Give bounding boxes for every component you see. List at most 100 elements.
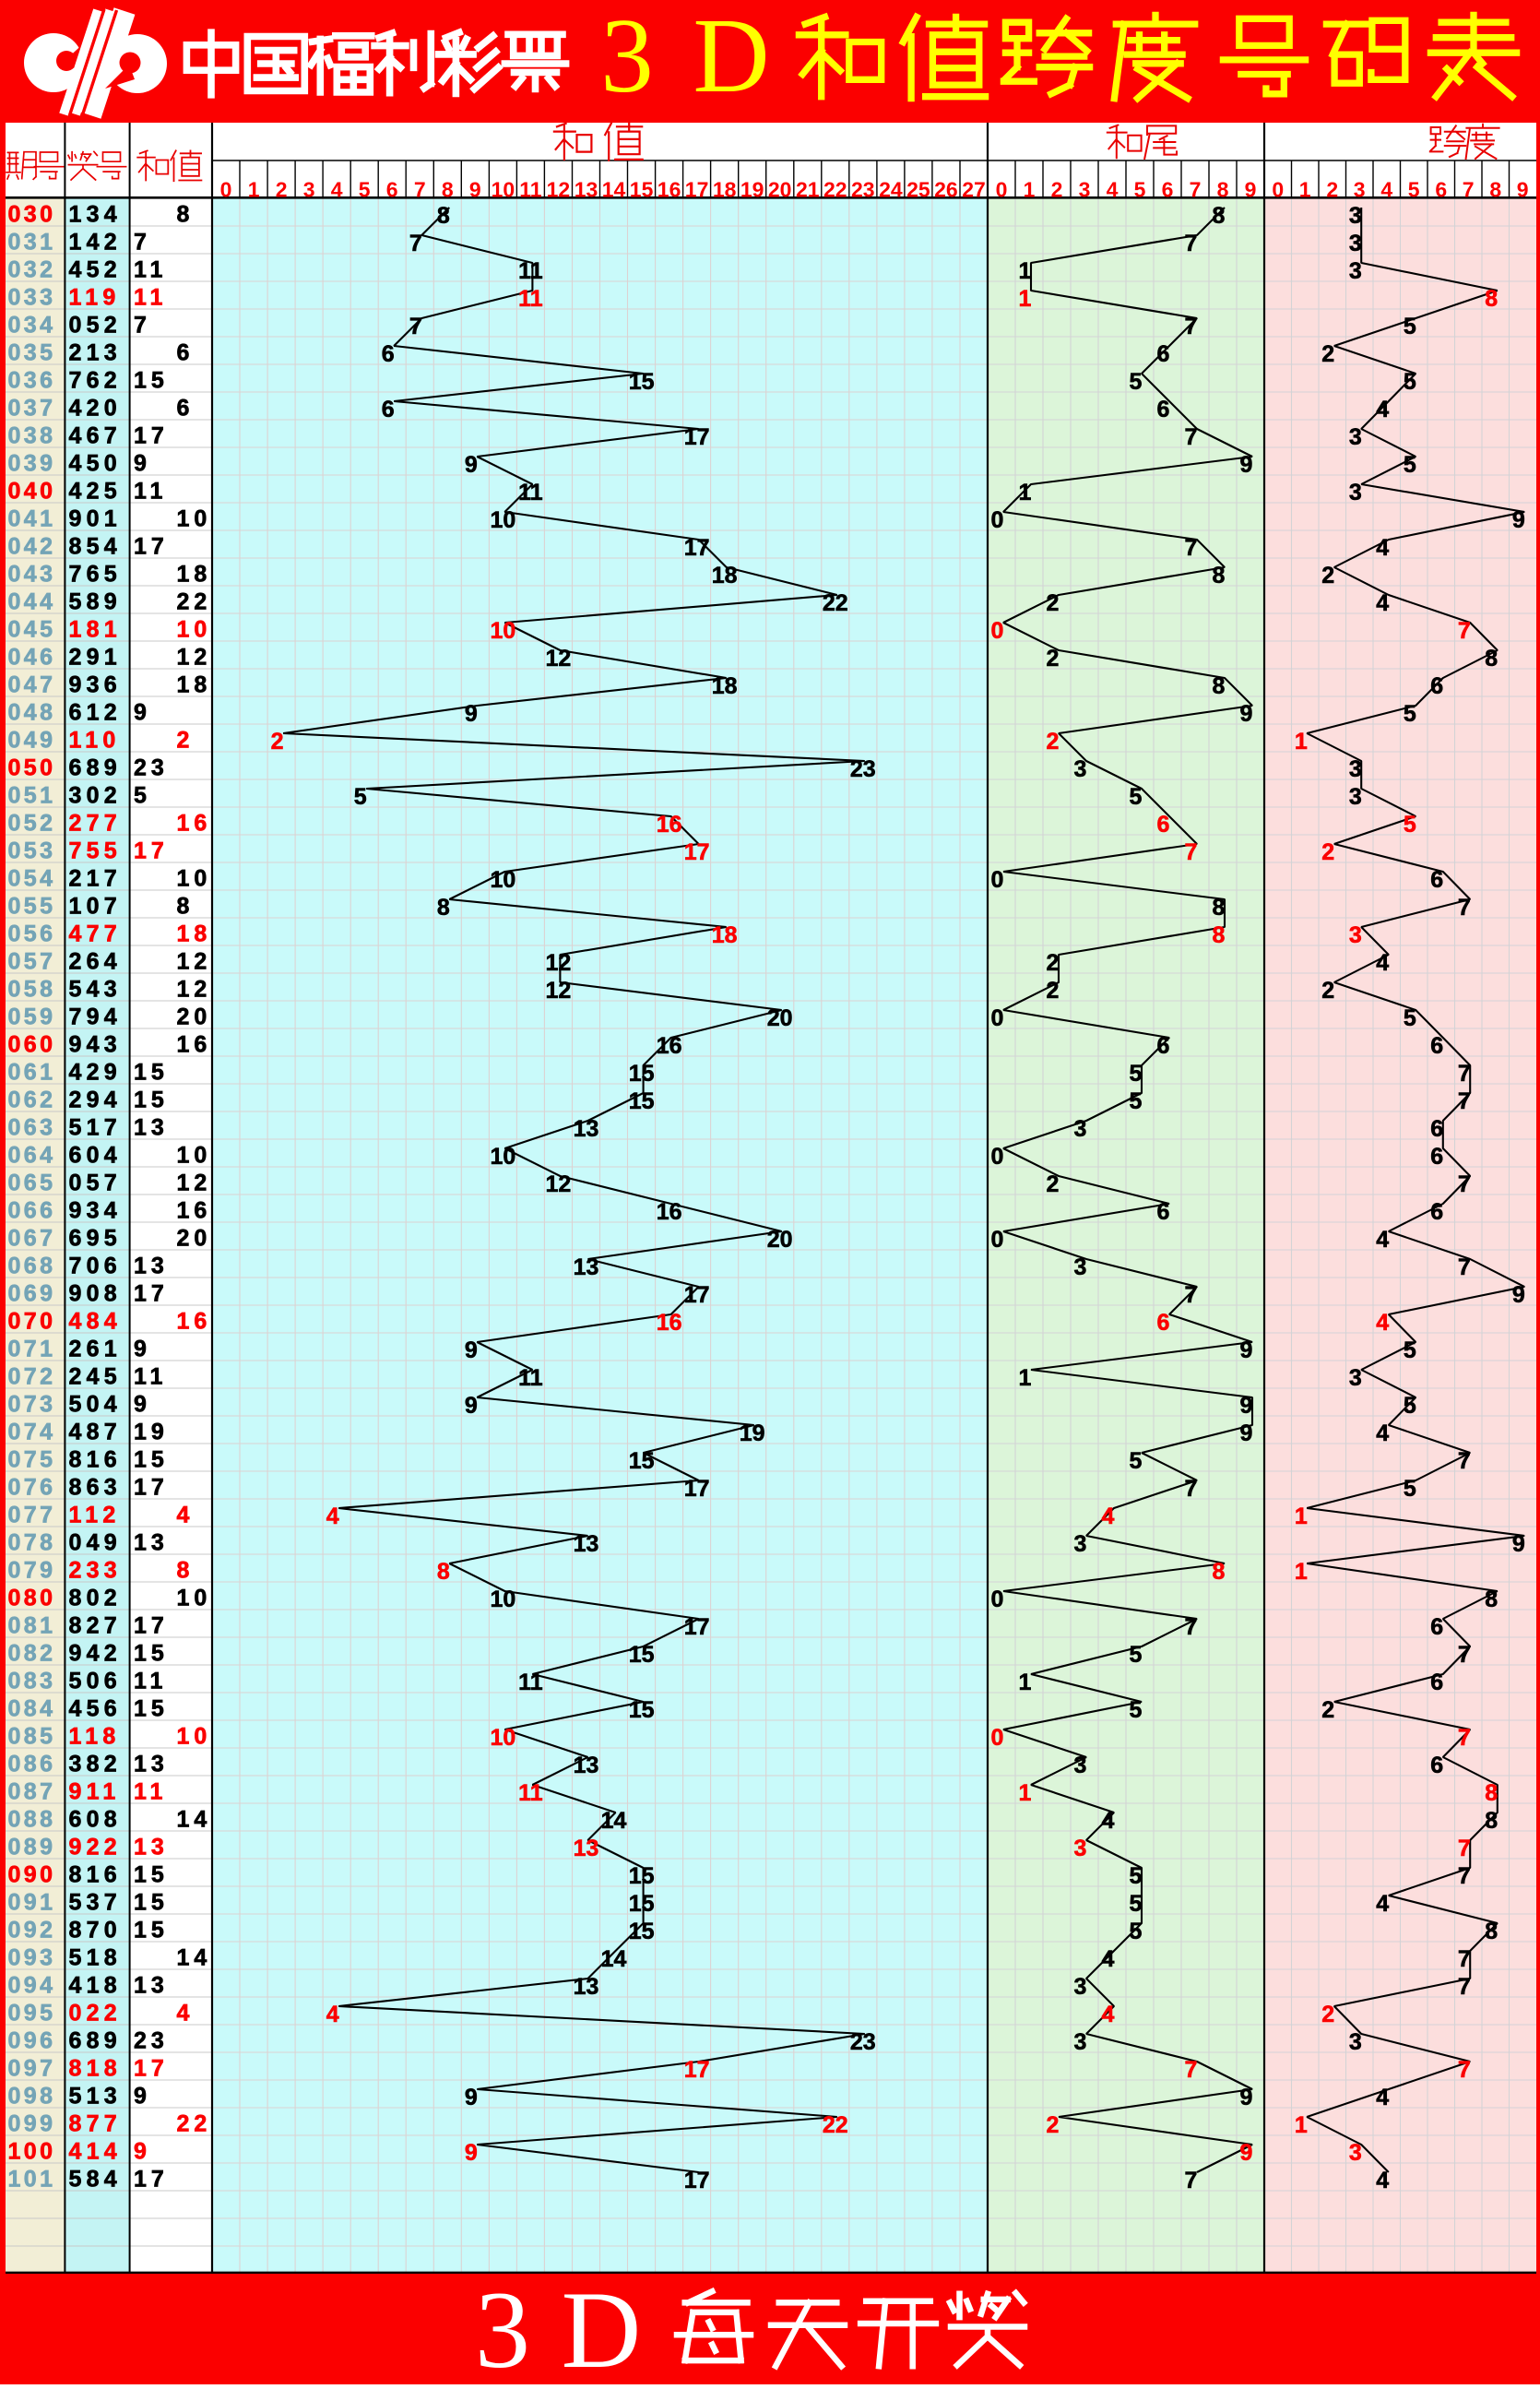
- svg-text:5: 5: [1130, 1642, 1143, 1668]
- svg-text:15: 15: [134, 1696, 169, 1722]
- svg-text:0: 0: [996, 178, 1008, 202]
- svg-text:7: 7: [1458, 1088, 1471, 1114]
- svg-text:063: 063: [8, 1115, 56, 1141]
- svg-text:6: 6: [1430, 1116, 1443, 1142]
- svg-text:10: 10: [177, 1143, 212, 1169]
- svg-text:816: 816: [69, 1862, 122, 1888]
- svg-text:9: 9: [134, 1337, 151, 1362]
- svg-text:8: 8: [1485, 1780, 1498, 1806]
- svg-text:11: 11: [518, 1365, 543, 1391]
- svg-text:3: 3: [1074, 1531, 1087, 1557]
- svg-text:3: 3: [1349, 203, 1362, 229]
- svg-text:5: 5: [1404, 812, 1416, 838]
- svg-text:0: 0: [991, 1005, 1004, 1031]
- svg-text:23: 23: [134, 2028, 169, 2054]
- svg-text:2: 2: [177, 728, 195, 754]
- svg-text:6: 6: [1157, 1199, 1170, 1225]
- svg-text:17: 17: [684, 535, 710, 561]
- svg-text:12: 12: [547, 178, 571, 202]
- svg-text:18: 18: [177, 672, 212, 698]
- svg-text:9: 9: [1240, 701, 1253, 727]
- svg-text:6: 6: [1157, 1033, 1170, 1059]
- svg-text:2: 2: [1047, 729, 1060, 755]
- svg-text:037: 037: [8, 396, 56, 422]
- svg-text:4: 4: [1376, 397, 1389, 422]
- svg-text:3: 3: [1349, 756, 1362, 782]
- svg-text:9: 9: [465, 452, 478, 478]
- svg-text:14: 14: [601, 1946, 627, 1972]
- svg-text:16: 16: [657, 1033, 682, 1059]
- svg-text:15: 15: [629, 369, 655, 395]
- svg-text:2: 2: [1321, 1697, 1334, 1723]
- svg-text:13: 13: [134, 1835, 169, 1860]
- svg-text:3: 3: [1074, 1116, 1087, 1142]
- svg-text:18: 18: [177, 562, 212, 588]
- svg-text:16: 16: [177, 1032, 212, 1058]
- svg-text:4: 4: [1376, 1227, 1389, 1253]
- svg-text:3: 3: [1349, 2140, 1362, 2166]
- svg-text:23: 23: [850, 756, 876, 782]
- svg-text:1: 1: [1019, 1780, 1032, 1806]
- svg-text:765: 765: [69, 562, 122, 588]
- svg-text:16: 16: [177, 1198, 212, 1224]
- svg-text:040: 040: [8, 479, 56, 505]
- svg-text:2: 2: [1047, 646, 1060, 672]
- svg-text:420: 420: [69, 396, 122, 422]
- svg-text:414: 414: [69, 2139, 122, 2165]
- svg-text:051: 051: [8, 783, 56, 809]
- svg-text:7: 7: [409, 231, 422, 256]
- svg-text:213: 213: [69, 340, 122, 366]
- svg-text:2: 2: [276, 178, 288, 202]
- svg-text:2: 2: [1321, 2002, 1334, 2027]
- svg-text:7: 7: [1458, 1448, 1471, 1474]
- svg-text:18: 18: [712, 673, 738, 699]
- svg-text:0: 0: [991, 1725, 1004, 1751]
- svg-text:15: 15: [134, 1088, 169, 1113]
- svg-text:070: 070: [8, 1309, 56, 1335]
- svg-text:080: 080: [8, 1586, 56, 1611]
- svg-text:2: 2: [1321, 563, 1334, 588]
- svg-text:12: 12: [545, 1171, 571, 1197]
- svg-text:035: 035: [8, 340, 56, 366]
- svg-text:8: 8: [1217, 178, 1229, 202]
- svg-text:7: 7: [1185, 1614, 1198, 1640]
- svg-text:7: 7: [409, 314, 422, 339]
- svg-text:1: 1: [1295, 1504, 1308, 1529]
- svg-text:8: 8: [1213, 922, 1226, 948]
- svg-text:087: 087: [8, 1779, 56, 1805]
- svg-text:0: 0: [991, 1587, 1004, 1612]
- svg-text:1: 1: [1019, 258, 1032, 284]
- svg-text:3: 3: [1074, 1974, 1087, 2000]
- svg-text:762: 762: [69, 368, 122, 394]
- svg-text:418: 418: [69, 1973, 122, 1999]
- svg-text:15: 15: [134, 1862, 169, 1888]
- svg-text:7: 7: [1458, 1254, 1471, 1280]
- svg-text:818: 818: [69, 2056, 122, 2082]
- svg-text:1: 1: [1024, 178, 1036, 202]
- svg-text:8: 8: [177, 1558, 195, 1584]
- svg-text:5: 5: [1404, 452, 1416, 478]
- svg-text:6: 6: [1157, 341, 1170, 367]
- svg-text:2: 2: [1321, 978, 1334, 1004]
- svg-text:11: 11: [518, 286, 543, 312]
- svg-text:097: 097: [8, 2056, 56, 2082]
- svg-text:16: 16: [657, 1310, 682, 1336]
- svg-text:382: 382: [69, 1752, 122, 1777]
- svg-text:9: 9: [1512, 1282, 1525, 1308]
- svg-text:2: 2: [1047, 978, 1060, 1004]
- svg-text:19: 19: [134, 1420, 169, 1445]
- svg-text:5: 5: [1130, 369, 1143, 395]
- svg-text:0: 0: [991, 618, 1004, 644]
- svg-text:7: 7: [1458, 1725, 1471, 1751]
- svg-text:6: 6: [382, 341, 395, 367]
- svg-text:9: 9: [1517, 178, 1529, 202]
- svg-text:2: 2: [1047, 950, 1060, 976]
- svg-text:3: 3: [1349, 258, 1362, 284]
- svg-text:056: 056: [8, 921, 56, 947]
- svg-text:7: 7: [1185, 1476, 1198, 1502]
- svg-text:7: 7: [1185, 839, 1198, 865]
- svg-text:7: 7: [1185, 2168, 1198, 2193]
- svg-text:15: 15: [629, 1919, 655, 1944]
- svg-text:9: 9: [465, 2085, 478, 2110]
- svg-text:7: 7: [1185, 314, 1198, 339]
